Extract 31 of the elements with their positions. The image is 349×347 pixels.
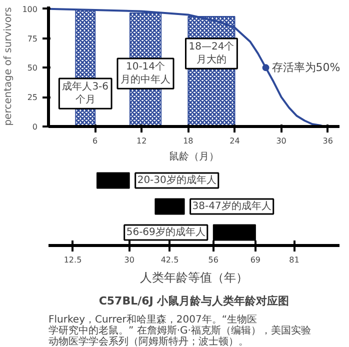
annotation: 56-69岁的成年人 (126, 226, 206, 238)
annotation: 38-47岁的成年人 (192, 200, 272, 212)
bar (154, 198, 185, 215)
y-tick-label: 100 (22, 4, 38, 14)
text: Flurkey，Currer和哈里森，2007年。“生物医学研究中的老鼠。” 在詹姆斯·G·福克斯（编辑），美国实验动物医学学会系列（阿姆斯特丹；波士顿）。 (48, 314, 311, 347)
x-axis-title: 鼠龄（月） (169, 150, 219, 162)
x-tick-label: 6 (92, 136, 98, 146)
x-tick-label: 18 (183, 136, 194, 146)
x-tick-label: 30 (124, 256, 134, 264)
text: C57BL/6J 小鼠月龄与人类年龄对应图 (98, 294, 290, 308)
annotation: 存活率为50% (272, 61, 340, 74)
x-tick-label: 24 (230, 136, 240, 146)
band-label: 10-14个月的中年人 (120, 60, 170, 86)
x-tick-label: 30 (276, 136, 286, 146)
x-tick-label: 12 (136, 136, 147, 146)
x-tick-label: 81 (289, 256, 300, 264)
x-tick-label: 42.5 (160, 256, 179, 264)
y-tick-label: 0 (32, 122, 38, 132)
band-label: 成年人3-6个月 (62, 80, 109, 106)
y-tick-label: 75 (27, 34, 38, 44)
y-axis-title: percentage of survivors (3, 7, 14, 126)
x-tick-label: 69 (250, 256, 261, 264)
x-axis-title: 人类年龄等值（年） (140, 270, 248, 284)
bar (96, 172, 130, 189)
x-tick-label: 56 (208, 256, 218, 264)
band-label: 18—24个月大的 (188, 40, 234, 66)
x-tick-label: 36 (322, 136, 333, 146)
y-tick-label: 25 (27, 93, 38, 102)
y-tick-label: 50 (27, 64, 38, 73)
x-tick-label: 12.5 (64, 256, 82, 264)
annotation: 20-30岁的成年人 (137, 174, 216, 186)
